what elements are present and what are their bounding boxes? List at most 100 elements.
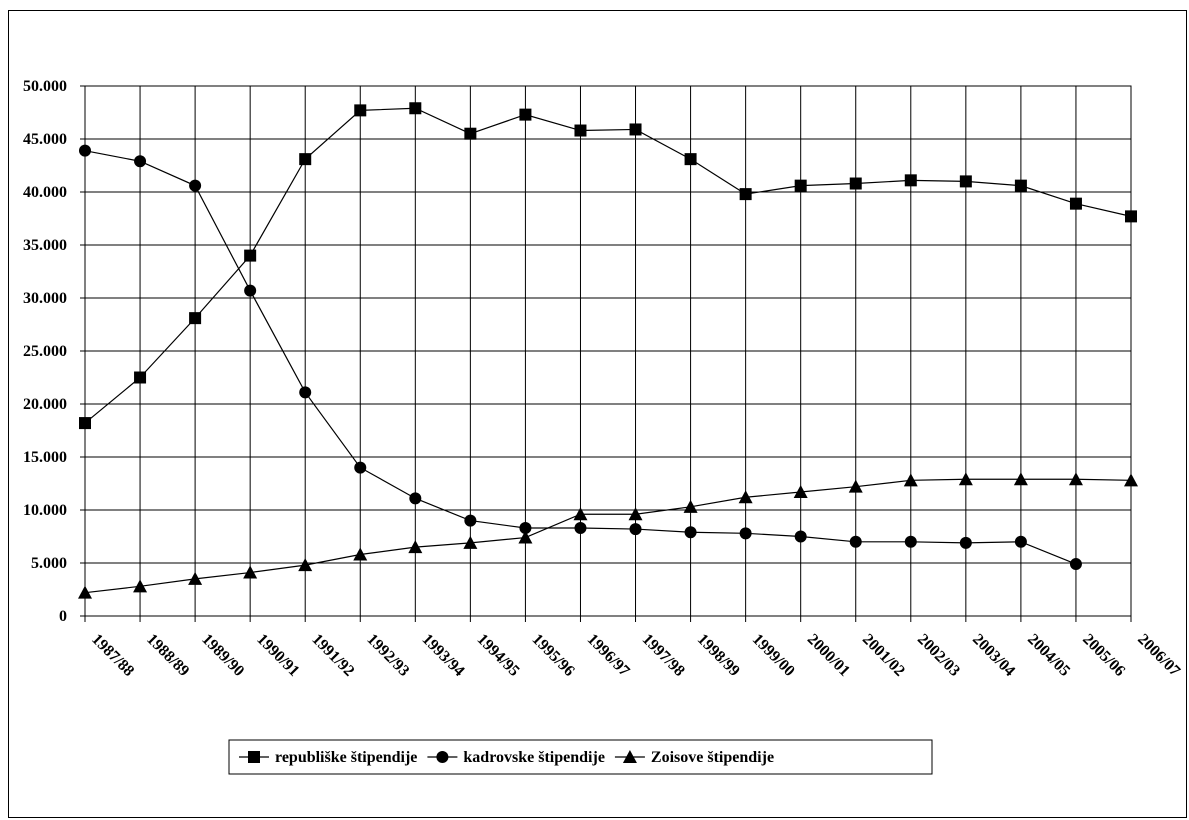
series-3-point (573, 507, 588, 521)
series-3-point (1068, 472, 1083, 486)
legend-marker-square (248, 751, 260, 763)
x-tick-label: 2005/06 (1079, 631, 1128, 680)
series-2-point (794, 530, 807, 543)
series-1-point (189, 312, 202, 325)
series-3-point (243, 565, 258, 579)
y-tick-label: 25.000 (23, 343, 67, 360)
series-3-point (133, 579, 148, 593)
series-2-point (904, 535, 917, 548)
x-tick-label: 1998/99 (694, 631, 743, 680)
x-tick-label: 2006/07 (1134, 631, 1183, 680)
y-tick-label: 0 (59, 608, 67, 625)
series-2-point (299, 386, 312, 399)
x-tick-label: 1989/90 (198, 631, 247, 680)
series-2-point (1069, 558, 1082, 571)
x-tick-label: 1993/94 (418, 631, 467, 680)
x-tick-label: 2004/05 (1024, 631, 1073, 680)
series-2-point (464, 514, 477, 527)
series-1-point (299, 153, 312, 166)
series-2-point (574, 522, 587, 535)
series-3-point (738, 490, 753, 504)
series-3-point (903, 473, 918, 487)
x-tick-label: 1990/91 (253, 631, 302, 680)
series-1-point (354, 104, 367, 117)
series-3-point (78, 585, 92, 599)
y-tick-label: 15.000 (23, 449, 67, 466)
series-1-point (519, 108, 532, 121)
chart-frame (8, 10, 1187, 818)
series-3-point (298, 558, 313, 572)
y-tick-label: 40.000 (23, 184, 67, 201)
series-1-point (464, 127, 477, 140)
series-2-point (189, 179, 202, 192)
series-1-point (1069, 197, 1082, 210)
series-1-point (409, 102, 422, 115)
y-tick-label: 30.000 (23, 290, 67, 307)
x-tick-label: 1999/00 (749, 631, 798, 680)
legend-label: Zoisove štipendije (651, 749, 774, 766)
series-3-point (793, 484, 808, 498)
series-1-point (849, 177, 862, 190)
series-2-point (1014, 535, 1027, 548)
series-2-point (959, 536, 972, 549)
y-tick-label: 35.000 (23, 237, 67, 254)
y-tick-label: 10.000 (23, 502, 67, 519)
x-tick-label: 2002/03 (914, 631, 963, 680)
series-3-point (408, 540, 423, 554)
x-tick-label: 1992/93 (363, 631, 412, 680)
series-1-point (794, 179, 807, 192)
legend-label: republiške štipendije (275, 749, 417, 766)
series-line-3 (84, 478, 1132, 594)
series-3-point (628, 507, 643, 521)
series-line-1 (84, 107, 1132, 424)
x-tick-label: 1996/97 (584, 631, 633, 680)
series-3-point (1124, 473, 1138, 487)
series-3-point (848, 479, 863, 493)
x-tick-label: 2001/02 (859, 631, 908, 680)
series-2-point (244, 284, 257, 297)
y-tick-label: 50.000 (23, 78, 67, 95)
x-tick-label: 1987/88 (88, 631, 137, 680)
series-3-point (683, 499, 698, 513)
x-tick-label: 1995/96 (529, 631, 578, 680)
legend-label: kadrovske štipendije (463, 749, 605, 766)
series-1-point (739, 188, 752, 201)
series-2-point (684, 526, 697, 539)
series-3-point (1013, 472, 1028, 486)
series-1-point (574, 124, 587, 137)
legend-box (228, 739, 933, 775)
series-1-point (1014, 179, 1027, 192)
x-tick-label: 1994/95 (474, 631, 523, 680)
series-2-point (629, 523, 642, 536)
x-tick-label: 1991/92 (308, 631, 357, 680)
series-2-point (849, 535, 862, 548)
series-1-point (684, 153, 697, 166)
series-1-point (79, 417, 91, 430)
series-1-point (959, 175, 972, 188)
series-2-point (739, 527, 752, 540)
series-3-point (463, 535, 478, 549)
series-3-point (518, 530, 533, 544)
series-2-point (79, 144, 91, 157)
plot-area-border (84, 85, 1132, 617)
series-1-point (134, 371, 147, 384)
x-tick-label: 2000/01 (804, 631, 853, 680)
series-2-point (519, 522, 532, 535)
y-tick-label: 20.000 (23, 396, 67, 413)
series-2-point (134, 155, 147, 168)
y-tick-label: 45.000 (23, 131, 67, 148)
series-3-point (188, 571, 203, 585)
series-3-point (353, 547, 368, 561)
series-1-point (244, 249, 257, 262)
series-2-point (354, 461, 367, 474)
y-tick-label: 5.000 (31, 555, 67, 572)
series-1-point (904, 174, 917, 187)
x-tick-label: 2003/04 (969, 631, 1018, 680)
x-tick-label: 1997/98 (639, 631, 688, 680)
series-3-point (958, 472, 973, 486)
series-1-point (629, 123, 642, 136)
x-tick-label: 1988/89 (143, 631, 192, 680)
legend-marker-circle (436, 751, 449, 763)
legend-marker-triangle (622, 750, 637, 763)
